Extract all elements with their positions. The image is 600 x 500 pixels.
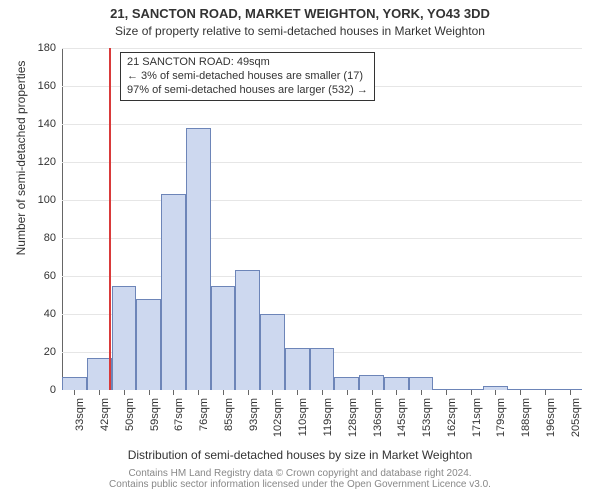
x-tick [471,390,472,395]
x-tick-label: 67sqm [173,398,185,448]
histogram-bar [186,128,211,390]
histogram-bar [161,194,186,390]
x-tick-label: 171sqm [471,398,483,448]
x-tick [421,390,422,395]
x-axis-label: Distribution of semi-detached houses by … [0,448,600,462]
grid-line [62,276,582,277]
y-tick-label: 60 [26,270,56,282]
y-tick-label: 80 [26,232,56,244]
annotation-line: 21 SANCTON ROAD: 49sqm [127,56,368,70]
x-tick-label: 153sqm [421,398,433,448]
histogram-bar [409,377,434,390]
x-tick [347,390,348,395]
x-tick-label: 196sqm [545,398,557,448]
y-tick-label: 160 [26,80,56,92]
x-tick [297,390,298,395]
y-tick-label: 20 [26,346,56,358]
y-tick-label: 180 [26,42,56,54]
x-tick-label: 102sqm [272,398,284,448]
grid-line [62,124,582,125]
x-tick [545,390,546,395]
x-tick-label: 50sqm [124,398,136,448]
histogram-bar [235,270,260,390]
x-tick-label: 93sqm [248,398,260,448]
histogram-bar [136,299,161,390]
y-tick-label: 0 [26,384,56,396]
grid-line [62,48,582,49]
x-tick-label: 145sqm [396,398,408,448]
x-tick [149,390,150,395]
x-tick-label: 76sqm [198,398,210,448]
x-tick [520,390,521,395]
x-tick [173,390,174,395]
footer-line-1: Contains HM Land Registry data © Crown c… [0,468,600,479]
x-tick [99,390,100,395]
grid-line [62,162,582,163]
x-tick [124,390,125,395]
grid-line [62,238,582,239]
x-tick-label: 128sqm [347,398,359,448]
x-tick-label: 85sqm [223,398,235,448]
y-tick-label: 100 [26,194,56,206]
chart-title: 21, SANCTON ROAD, MARKET WEIGHTON, YORK,… [0,6,600,21]
x-tick [570,390,571,395]
histogram-bar [310,348,335,390]
histogram-bar [334,377,359,390]
x-tick [223,390,224,395]
x-tick [74,390,75,395]
histogram-bar [62,377,87,390]
plot-area: 21 SANCTON ROAD: 49sqm← 3% of semi-detac… [62,48,582,390]
reference-line [109,48,111,390]
x-tick [372,390,373,395]
histogram-bar [260,314,285,390]
x-tick-label: 188sqm [520,398,532,448]
histogram-bar [384,377,409,390]
y-tick-label: 140 [26,118,56,130]
x-tick-label: 205sqm [570,398,582,448]
chart-container: 21, SANCTON ROAD, MARKET WEIGHTON, YORK,… [0,0,600,500]
y-tick-label: 40 [26,308,56,320]
x-tick-label: 179sqm [495,398,507,448]
annotation-box: 21 SANCTON ROAD: 49sqm← 3% of semi-detac… [120,52,375,101]
histogram-bar [211,286,236,391]
x-tick [248,390,249,395]
x-tick-label: 42sqm [99,398,111,448]
x-tick [396,390,397,395]
y-tick-label: 120 [26,156,56,168]
x-tick-label: 136sqm [372,398,384,448]
x-tick [446,390,447,395]
chart-footer: Contains HM Land Registry data © Crown c… [0,468,600,490]
x-tick [322,390,323,395]
grid-line [62,200,582,201]
annotation-line: ← 3% of semi-detached houses are smaller… [127,70,368,84]
x-tick [272,390,273,395]
x-tick [198,390,199,395]
histogram-bar [359,375,384,390]
x-tick-label: 33sqm [74,398,86,448]
x-tick-label: 162sqm [446,398,458,448]
x-tick-label: 110sqm [297,398,309,448]
histogram-bar [285,348,310,390]
chart-subtitle: Size of property relative to semi-detach… [0,24,600,38]
y-axis-line [62,48,63,390]
x-tick-label: 119sqm [322,398,334,448]
annotation-line: 97% of semi-detached houses are larger (… [127,84,368,98]
histogram-bar [112,286,137,391]
x-tick [495,390,496,395]
x-tick-label: 59sqm [149,398,161,448]
footer-line-2: Contains public sector information licen… [0,479,600,490]
